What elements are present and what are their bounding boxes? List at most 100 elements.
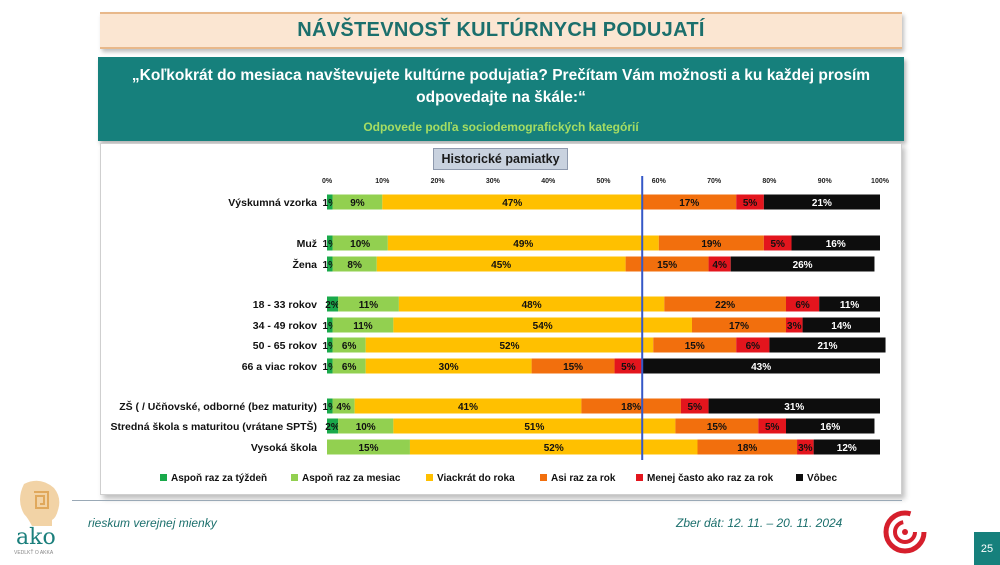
bar-segment [393, 317, 692, 333]
data-label: 52% [544, 443, 564, 454]
bar-segment [658, 235, 764, 251]
data-label: 1% [323, 341, 338, 352]
data-label: 15% [707, 422, 727, 433]
bar-segment [642, 194, 737, 210]
category-label: Žena [292, 258, 317, 271]
bar-segment [327, 418, 339, 434]
bar-segment [769, 337, 886, 353]
x-tick-label: 10% [375, 178, 390, 185]
data-label: 54% [533, 321, 553, 332]
data-label: 5% [765, 422, 780, 433]
data-label: 3% [798, 443, 813, 454]
legend-label: Vôbec [807, 473, 837, 484]
legend-swatch [636, 474, 643, 481]
bar-segment [327, 337, 333, 353]
data-label: 16% [820, 422, 840, 433]
footer-tagline: rieskum verejnej mienky [88, 516, 217, 530]
data-label: 15% [685, 341, 705, 352]
category-label: 66 a viac rokov [242, 361, 317, 373]
data-label: 1% [323, 260, 338, 271]
category-label: Výskumná vzorka [228, 197, 317, 209]
data-label: 15% [563, 362, 583, 373]
legend-label: Aspoň raz za týždeň [171, 473, 267, 484]
data-label: 5% [743, 198, 758, 209]
bar-segment [327, 296, 339, 312]
bar-segment [675, 418, 759, 434]
data-label: 6% [795, 300, 810, 311]
data-label: 1% [323, 198, 338, 209]
chart-title: Historické pamiatky [433, 148, 568, 170]
legend-label: Viackrát do roka [437, 473, 515, 484]
bar-segment [332, 194, 383, 210]
ako-logo: ako VEDLKŤ O AKKA [14, 480, 60, 556]
data-label: 10% [350, 239, 370, 250]
x-tick-label: 0% [322, 178, 333, 185]
bar-segment [327, 398, 333, 414]
bar-segment [802, 317, 880, 333]
bar-segment [680, 398, 709, 414]
bar-segment [332, 398, 355, 414]
legend-swatch [160, 474, 167, 481]
page-number: 25 [974, 532, 1000, 565]
x-tick-label: 20% [431, 178, 446, 185]
category-label: Stredná škola s maturitou (vrátane SPTŠ) [110, 420, 317, 433]
bar-segment [708, 256, 731, 272]
bar-segment [327, 194, 333, 210]
data-label: 45% [491, 260, 511, 271]
data-label: 4% [712, 260, 727, 271]
data-label: 11% [840, 300, 860, 311]
x-tick-label: 60% [652, 178, 667, 185]
data-label: 10% [356, 422, 376, 433]
question-box: „Koľkokrát do mesiaca navštevujete kultú… [98, 57, 904, 141]
data-label: 47% [502, 198, 522, 209]
data-label: 17% [679, 198, 699, 209]
legend-label: Aspoň raz za mesiac [302, 473, 401, 484]
data-label: 5% [621, 362, 636, 373]
bar-segment [332, 235, 388, 251]
x-tick-label: 50% [596, 178, 611, 185]
ako-logo-small-text: VEDLKŤ O AKKA [14, 548, 54, 556]
data-label: 31% [784, 402, 804, 413]
legend-swatch [291, 474, 298, 481]
data-label: 15% [657, 260, 677, 271]
data-label: 4% [336, 402, 351, 413]
category-label: ZŠ ( / Učňovské, odborné (bez maturity) [119, 400, 317, 413]
data-label: 30% [439, 362, 459, 373]
bar-segment [354, 398, 582, 414]
legend-swatch [426, 474, 433, 481]
data-label: 6% [342, 341, 357, 352]
bar-segment [785, 317, 803, 333]
data-label: 8% [347, 260, 362, 271]
bar-segment [791, 235, 880, 251]
data-label: 18% [737, 443, 757, 454]
bar-segment [642, 358, 880, 374]
legend-swatch [796, 474, 803, 481]
bar-segment [332, 337, 366, 353]
bar-segment [332, 317, 394, 333]
data-label: 21% [812, 198, 832, 209]
bar-segment [763, 194, 880, 210]
bar-segment [338, 418, 394, 434]
data-label: 1% [323, 362, 338, 373]
bar-segment [797, 439, 814, 455]
bar-segment [382, 194, 643, 210]
footer-divider [72, 500, 902, 501]
data-label: 14% [831, 321, 851, 332]
data-label: 5% [688, 402, 703, 413]
data-label: 26% [793, 260, 813, 271]
x-tick-label: 100% [871, 178, 890, 185]
data-label: 15% [358, 443, 378, 454]
bar-segment [581, 398, 681, 414]
bar-segment [393, 418, 676, 434]
data-label: 41% [458, 402, 478, 413]
bar-segment [819, 296, 880, 312]
category-label: Muž [297, 238, 317, 250]
data-label: 2% [325, 422, 340, 433]
bar-segment [327, 235, 333, 251]
data-label: 1% [323, 239, 338, 250]
bar-segment [708, 398, 880, 414]
data-label: 2% [325, 300, 340, 311]
bar-segment [763, 235, 792, 251]
bar-segment [332, 256, 377, 272]
